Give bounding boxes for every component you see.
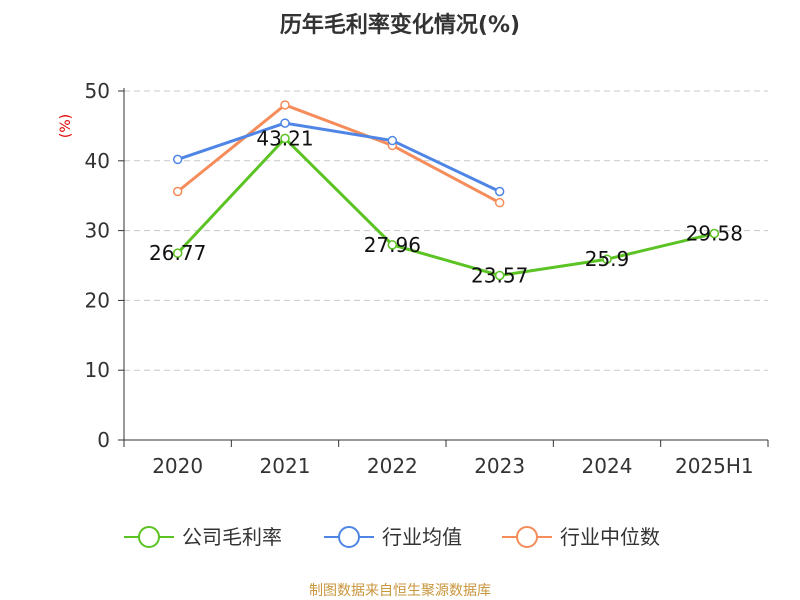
series-lines [172, 100, 720, 281]
x-tick-label: 2023 [474, 454, 525, 478]
data-point [602, 254, 612, 264]
data-labels: 26.77 43.21 27.96 23.57 25.9 29.58 [149, 126, 743, 287]
x-tick-label: 2021 [260, 454, 311, 478]
y-tick-label: 10 [85, 358, 110, 382]
data-point [280, 133, 290, 144]
legend-marker [138, 526, 160, 548]
data-point [172, 248, 183, 258]
data-label: 26.77 [149, 241, 206, 265]
data-label: 27.96 [364, 233, 421, 257]
axes: 0 10 20 30 40 50 2020 2021 2022 2023 2024 2025H1 [85, 79, 769, 478]
series-line [176, 136, 715, 277]
data-point [280, 100, 290, 110]
chart-title: 历年毛利率变化情况(%) [280, 12, 520, 38]
y-tick-label: 30 [85, 219, 110, 243]
legend-label: 公司毛利率 [182, 525, 282, 549]
x-tick-label: 2022 [367, 454, 418, 478]
legend-marker [338, 526, 360, 548]
data-point [709, 228, 720, 239]
data-point [387, 240, 398, 250]
y-axis-label: (%) [58, 114, 74, 138]
data-point [387, 135, 398, 146]
legend: 公司毛利率 行业均值 行业中位数 [124, 525, 660, 549]
data-point [494, 270, 505, 281]
data-label: 29.58 [686, 222, 743, 246]
grid-lines [124, 90, 768, 371]
legend-label: 行业均值 [382, 525, 462, 549]
series-line [177, 121, 501, 193]
series-line [176, 103, 501, 205]
data-point [494, 197, 505, 208]
y-tick-label: 20 [85, 288, 110, 312]
legend-label: 行业中位数 [560, 525, 660, 549]
data-point [172, 154, 183, 165]
data-label: 23.57 [471, 263, 528, 287]
y-tick-label: 50 [85, 79, 110, 103]
data-point [494, 186, 505, 197]
legend-marker [516, 526, 538, 548]
data-point [280, 118, 290, 128]
x-tick-label: 2020 [152, 454, 203, 478]
data-label: 25.9 [585, 247, 630, 271]
x-tick-label: 2024 [582, 454, 633, 478]
y-tick-label: 40 [85, 149, 110, 173]
source-note: 制图数据来自恒生聚源数据库 [309, 583, 491, 599]
y-tick-label: 0 [97, 428, 110, 452]
data-point [172, 186, 183, 197]
data-label: 43.21 [256, 126, 313, 150]
x-tick-label: 2025H1 [675, 454, 754, 478]
